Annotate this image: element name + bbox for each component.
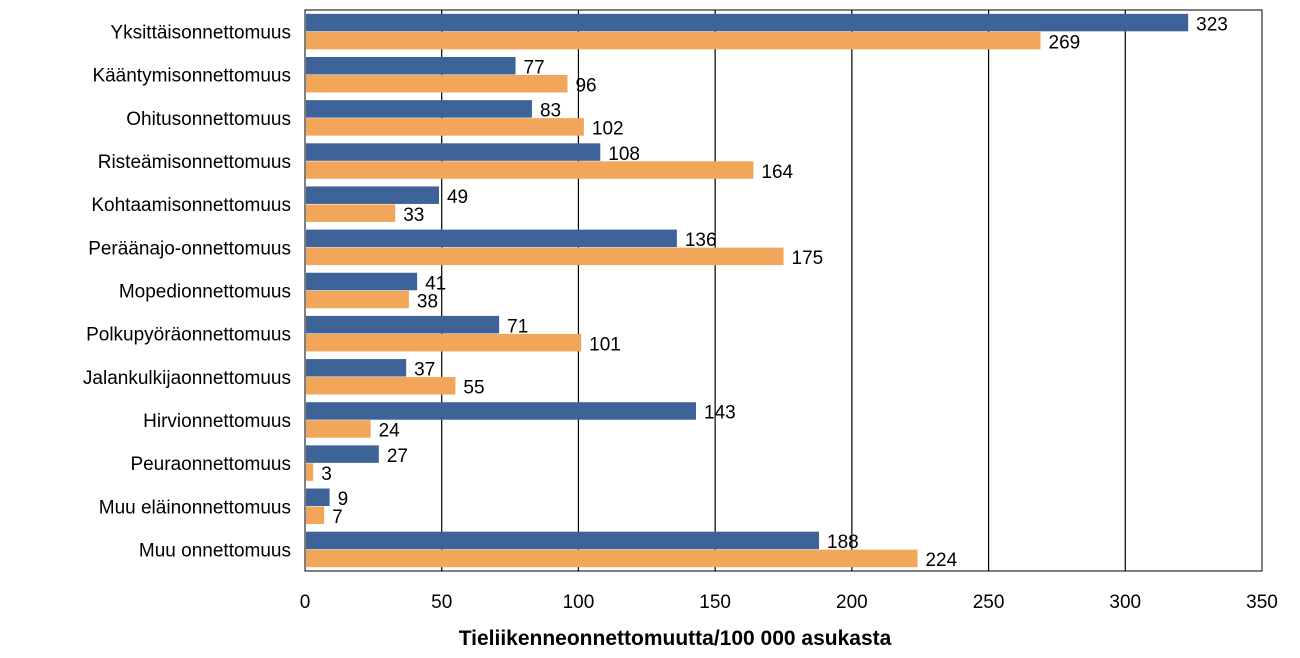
bar-series-1 [306, 56, 516, 75]
category-label: Peuraonnettomuus [130, 454, 291, 475]
data-label: 175 [792, 248, 824, 269]
data-labels: 3237783108491364171371432791882699610216… [321, 14, 1228, 571]
x-tick-label: 250 [973, 592, 1005, 613]
category-label: Yksittäisonnettomuus [110, 23, 291, 44]
bar-series-2 [306, 506, 325, 525]
gridlines [441, 10, 1126, 571]
bar-series-1 [306, 488, 330, 507]
data-label: 9 [338, 489, 349, 510]
x-tick-label: 150 [699, 592, 731, 613]
category-labels: Yksittäisonnettomuus Kääntymisonnettomuus… [83, 23, 291, 562]
data-label: 269 [1049, 32, 1081, 53]
data-label: 96 [575, 75, 596, 96]
bar-series-2 [306, 161, 754, 179]
x-tick-label: 100 [563, 592, 595, 613]
data-label: 323 [1196, 14, 1228, 35]
data-label: 108 [608, 144, 640, 165]
data-label: 102 [592, 119, 624, 140]
category-label: Kohtaamisonnettomuus [91, 195, 291, 216]
bar-series-1 [306, 531, 820, 550]
data-label: 7 [332, 507, 343, 528]
data-label: 33 [403, 205, 424, 226]
x-tick-labels: 0 50 100 150 200 250 300 350 [300, 592, 1278, 613]
bar-series-2 [306, 74, 568, 93]
category-label: Mopedionnettomuus [119, 282, 291, 303]
bar-series-1 [306, 229, 677, 248]
x-tick-label: 200 [836, 592, 868, 613]
x-tick-label: 350 [1246, 592, 1278, 613]
data-label: 143 [704, 403, 736, 424]
bar-series-2 [306, 290, 409, 309]
bar-series-1 [306, 186, 439, 204]
bar-series-2 [306, 377, 456, 395]
bar-series-1 [306, 272, 418, 291]
bar-series-2 [306, 31, 1041, 50]
data-label: 37 [414, 360, 435, 381]
category-label: Jalankulkijaonnettomuus [83, 368, 291, 389]
x-tick-label: 0 [300, 592, 311, 613]
bar-series-2 [306, 247, 784, 266]
data-label: 188 [827, 532, 859, 553]
data-label: 71 [507, 316, 528, 337]
category-label: Peräänajo-onnettomuus [88, 238, 291, 259]
category-label: Risteämisonnettomuus [98, 152, 291, 173]
bars [306, 13, 1189, 568]
category-label: Polkupyöräonnettomuus [86, 325, 291, 346]
data-label: 55 [463, 378, 484, 399]
category-label: Kääntymisonnettomuus [92, 66, 291, 87]
bar-series-1 [306, 143, 601, 161]
data-label: 164 [761, 162, 793, 183]
data-label: 77 [524, 57, 545, 78]
data-label: 41 [425, 273, 446, 294]
category-label: Hirvionnettomuus [143, 411, 291, 432]
bar-series-1 [306, 359, 407, 377]
plot-area [305, 10, 1262, 571]
bar-series-2 [306, 420, 371, 438]
category-label: Ohitusonnettomuus [126, 109, 291, 130]
data-label: 83 [540, 101, 561, 122]
bar-series-2 [306, 118, 584, 136]
data-label: 101 [589, 334, 621, 355]
bar-series-1 [306, 445, 379, 463]
bar-series-2 [306, 204, 396, 222]
bar-series-2 [306, 549, 918, 568]
plot-border [304, 9, 1263, 572]
data-label: 27 [387, 446, 408, 467]
data-label: 224 [925, 550, 957, 571]
data-label: 3 [321, 464, 332, 485]
category-label: Muu onnettomuus [139, 540, 291, 561]
category-label: Muu eläinonnettomuus [99, 497, 291, 518]
data-label: 49 [447, 187, 468, 208]
bar-series-2 [306, 463, 314, 481]
bar-series-1 [306, 13, 1189, 32]
data-label: 24 [379, 421, 401, 442]
bar-series-1 [306, 402, 697, 420]
x-tick-label: 50 [431, 592, 452, 613]
data-label: 136 [685, 230, 717, 251]
bar-series-1 [306, 100, 532, 118]
bar-series-1 [306, 315, 500, 334]
bar-series-2 [306, 333, 582, 352]
x-tick-label: 300 [1109, 592, 1141, 613]
x-axis-title: Tieliikenneonnettomuutta/100 000 asukast… [459, 627, 892, 650]
data-label: 38 [417, 291, 438, 312]
